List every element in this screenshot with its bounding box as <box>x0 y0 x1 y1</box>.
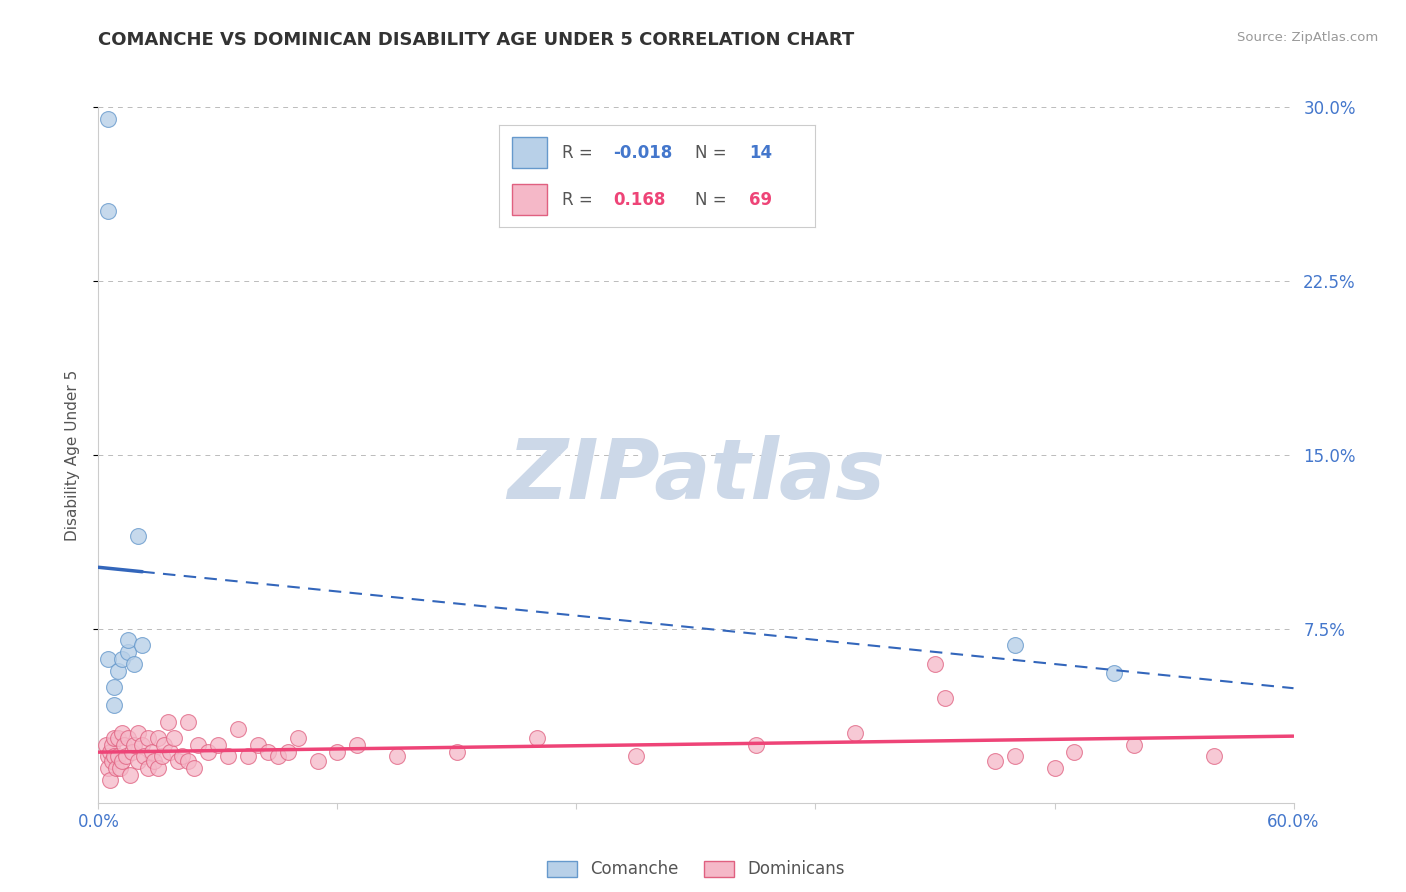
Point <box>117 645 139 659</box>
Point <box>1202 749 1225 764</box>
Point <box>1004 749 1026 764</box>
Point <box>177 754 200 768</box>
Point <box>100 772 122 787</box>
Point <box>1102 665 1125 680</box>
Point <box>1043 761 1066 775</box>
Point <box>103 680 125 694</box>
Bar <box>512 137 547 168</box>
Legend: Comanche, Dominicans: Comanche, Dominicans <box>540 854 852 885</box>
Point <box>103 698 125 713</box>
Point <box>97 749 120 764</box>
Point <box>207 738 229 752</box>
Text: COMANCHE VS DOMINICAN DISABILITY AGE UNDER 5 CORRELATION CHART: COMANCHE VS DOMINICAN DISABILITY AGE UND… <box>98 31 855 49</box>
Point <box>100 745 122 759</box>
Text: 0.168: 0.168 <box>613 191 665 209</box>
Point <box>326 745 349 759</box>
Point <box>157 714 180 729</box>
Point <box>127 754 149 768</box>
Text: R =: R = <box>562 144 593 161</box>
Point <box>159 745 181 759</box>
Text: 14: 14 <box>749 144 772 161</box>
Y-axis label: Disability Age Under 5: Disability Age Under 5 <box>65 369 80 541</box>
Point <box>246 738 269 752</box>
Point <box>105 761 128 775</box>
Point <box>97 761 120 775</box>
Point <box>197 745 219 759</box>
Point <box>934 691 956 706</box>
Point <box>287 731 309 745</box>
Point <box>844 726 866 740</box>
Point <box>101 754 124 768</box>
Text: 69: 69 <box>749 191 772 209</box>
Point <box>141 745 163 759</box>
Point <box>307 754 329 768</box>
Point <box>96 738 118 752</box>
Point <box>131 738 153 752</box>
Point <box>127 529 149 543</box>
Point <box>97 112 120 126</box>
Point <box>183 761 205 775</box>
Point <box>150 749 173 764</box>
Point <box>103 749 125 764</box>
Point <box>924 657 946 671</box>
Point <box>111 652 134 666</box>
Point <box>148 731 170 745</box>
Bar <box>512 185 547 215</box>
Point <box>1004 638 1026 652</box>
Point <box>177 714 200 729</box>
Point <box>136 761 159 775</box>
Point <box>163 731 186 745</box>
Point <box>107 664 129 678</box>
Point <box>1123 738 1146 752</box>
Point <box>226 722 249 736</box>
Point <box>267 749 290 764</box>
Text: N =: N = <box>695 144 727 161</box>
Point <box>143 754 166 768</box>
Text: Source: ZipAtlas.com: Source: ZipAtlas.com <box>1237 31 1378 45</box>
Point <box>153 738 176 752</box>
Point <box>236 749 259 764</box>
Point <box>385 749 409 764</box>
Point <box>127 726 149 740</box>
Point <box>136 731 159 745</box>
Point <box>115 749 138 764</box>
Point <box>1063 745 1085 759</box>
Point <box>277 745 299 759</box>
Point <box>626 749 648 764</box>
Point <box>103 731 125 745</box>
Point <box>111 754 134 768</box>
Point <box>217 749 239 764</box>
Text: R =: R = <box>562 191 593 209</box>
Point <box>97 204 120 219</box>
Point <box>101 738 124 752</box>
Point <box>110 761 132 775</box>
Point <box>121 745 143 759</box>
Point <box>111 726 134 740</box>
Point <box>120 768 142 782</box>
Point <box>131 638 153 652</box>
Text: N =: N = <box>695 191 727 209</box>
Point <box>256 745 278 759</box>
Point <box>117 731 139 745</box>
Point <box>134 749 156 764</box>
Point <box>172 749 194 764</box>
Point <box>148 761 170 775</box>
Point <box>187 738 209 752</box>
Point <box>167 754 190 768</box>
Point <box>112 738 135 752</box>
Point <box>446 745 468 759</box>
Point <box>124 657 146 671</box>
Point <box>984 754 1007 768</box>
Point <box>107 731 129 745</box>
Point <box>97 652 120 666</box>
Point <box>526 731 548 745</box>
Text: ZIPatlas: ZIPatlas <box>508 435 884 516</box>
Point <box>107 749 129 764</box>
Point <box>124 738 146 752</box>
Point <box>745 738 768 752</box>
Point <box>117 633 139 648</box>
Point <box>346 738 368 752</box>
Text: -0.018: -0.018 <box>613 144 672 161</box>
